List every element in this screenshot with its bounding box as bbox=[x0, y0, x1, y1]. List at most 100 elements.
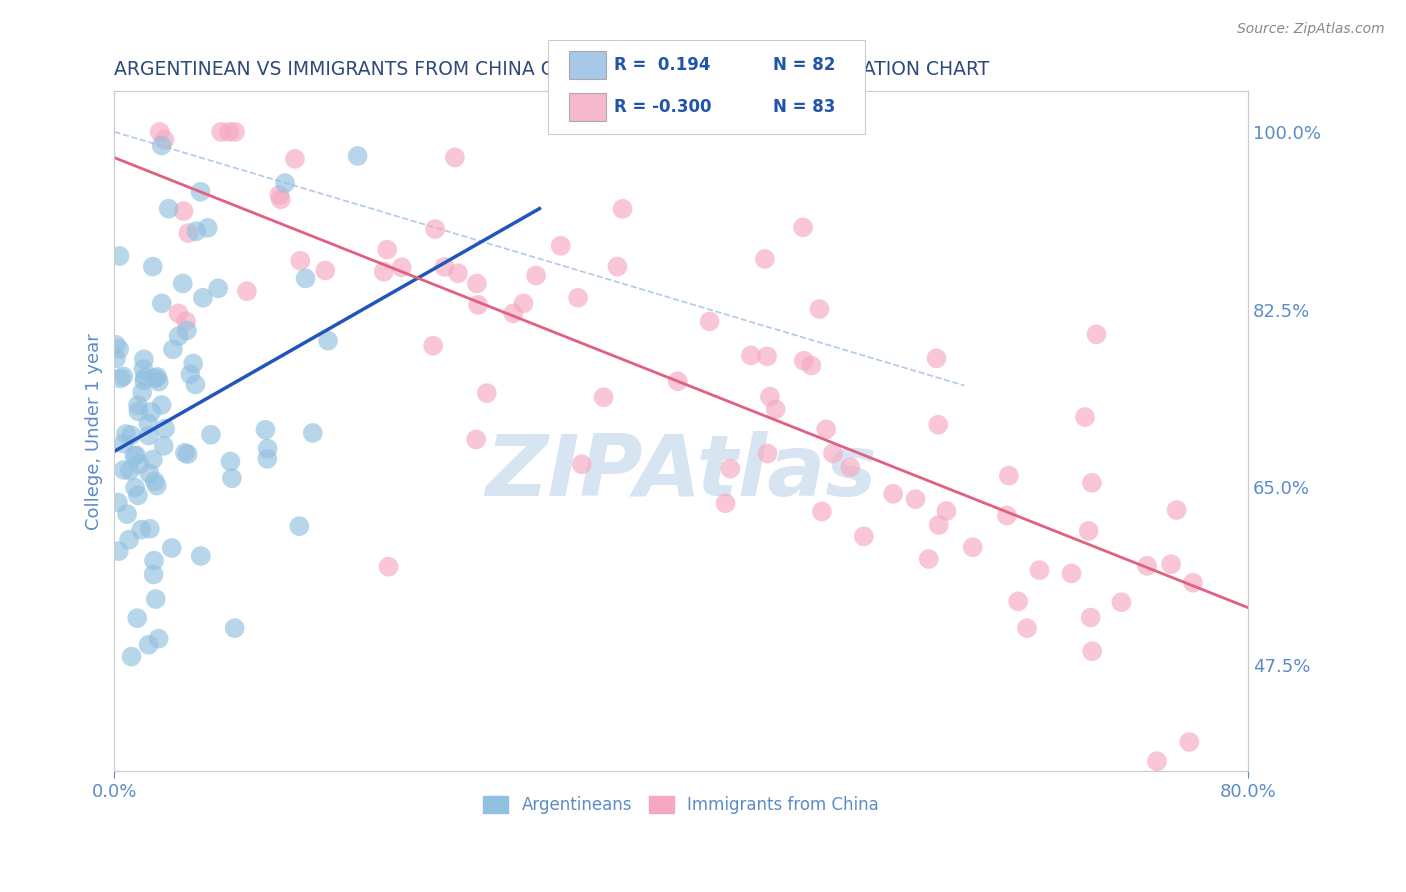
Point bbox=[224, 621, 246, 635]
Point bbox=[422, 339, 444, 353]
Point bbox=[174, 314, 197, 328]
Point bbox=[160, 541, 183, 555]
Point bbox=[1060, 566, 1083, 581]
Point bbox=[153, 421, 176, 435]
Point bbox=[190, 549, 212, 563]
Point bbox=[256, 451, 278, 466]
Point bbox=[756, 349, 779, 363]
Point bbox=[138, 428, 160, 442]
Point bbox=[918, 552, 941, 566]
Point bbox=[112, 436, 135, 450]
Point bbox=[179, 368, 201, 382]
Point bbox=[162, 343, 184, 357]
Point bbox=[181, 357, 204, 371]
Point bbox=[1111, 595, 1133, 609]
Point bbox=[467, 298, 489, 312]
Point bbox=[465, 433, 488, 447]
Text: N = 82: N = 82 bbox=[773, 56, 835, 74]
Point bbox=[699, 314, 721, 328]
Point bbox=[173, 204, 195, 219]
Point bbox=[935, 504, 957, 518]
Point bbox=[112, 463, 135, 477]
Point bbox=[475, 386, 498, 401]
Point bbox=[132, 374, 155, 388]
Point bbox=[134, 370, 156, 384]
Point bbox=[224, 125, 246, 139]
Point bbox=[139, 522, 162, 536]
Point bbox=[177, 226, 200, 240]
Point bbox=[714, 496, 737, 510]
Point bbox=[143, 371, 166, 385]
Point bbox=[1074, 410, 1097, 425]
Point bbox=[143, 554, 166, 568]
Point bbox=[269, 188, 291, 202]
Point bbox=[146, 370, 169, 384]
Point bbox=[1182, 575, 1205, 590]
Point bbox=[1080, 610, 1102, 624]
Point bbox=[142, 260, 165, 274]
Text: N = 83: N = 83 bbox=[773, 98, 835, 116]
Point bbox=[112, 369, 135, 384]
Point bbox=[571, 457, 593, 471]
Point bbox=[131, 385, 153, 400]
Point bbox=[197, 220, 219, 235]
Point bbox=[150, 398, 173, 412]
Point bbox=[821, 446, 844, 460]
Point bbox=[1136, 558, 1159, 573]
Point bbox=[314, 263, 336, 277]
Point bbox=[186, 224, 208, 238]
Point bbox=[143, 475, 166, 489]
Point bbox=[191, 291, 214, 305]
Point bbox=[118, 464, 141, 478]
Point bbox=[110, 371, 132, 385]
Point bbox=[142, 452, 165, 467]
Point bbox=[550, 239, 572, 253]
Point bbox=[962, 541, 984, 555]
Point bbox=[740, 348, 762, 362]
Point bbox=[666, 374, 689, 388]
Point bbox=[502, 306, 524, 320]
Point bbox=[124, 481, 146, 495]
Point bbox=[127, 611, 149, 625]
Point bbox=[346, 149, 368, 163]
Point bbox=[808, 301, 831, 316]
Point bbox=[236, 284, 259, 298]
Point bbox=[127, 398, 149, 412]
Point bbox=[184, 377, 207, 392]
Y-axis label: College, Under 1 year: College, Under 1 year bbox=[86, 333, 103, 530]
Point bbox=[925, 351, 948, 366]
Point bbox=[754, 252, 776, 266]
Point bbox=[128, 458, 150, 472]
Point bbox=[294, 271, 316, 285]
Point bbox=[148, 375, 170, 389]
Point bbox=[1166, 503, 1188, 517]
Point bbox=[174, 446, 197, 460]
Point bbox=[512, 296, 534, 310]
Point bbox=[138, 467, 160, 481]
Point bbox=[256, 442, 278, 456]
Point bbox=[1007, 594, 1029, 608]
Point bbox=[377, 559, 399, 574]
Point bbox=[1077, 524, 1099, 538]
Point bbox=[148, 632, 170, 646]
Point bbox=[132, 362, 155, 376]
Point bbox=[465, 277, 488, 291]
Point bbox=[105, 351, 128, 366]
Point bbox=[423, 222, 446, 236]
Point bbox=[995, 508, 1018, 523]
Point bbox=[792, 220, 814, 235]
Point bbox=[433, 260, 456, 274]
Point bbox=[146, 478, 169, 492]
Text: R = -0.300: R = -0.300 bbox=[614, 98, 711, 116]
Point bbox=[1085, 327, 1108, 342]
Point bbox=[157, 202, 180, 216]
Text: R =  0.194: R = 0.194 bbox=[614, 56, 711, 74]
Point bbox=[998, 468, 1021, 483]
Point bbox=[176, 447, 198, 461]
Point bbox=[288, 519, 311, 533]
Point bbox=[141, 405, 163, 419]
Point bbox=[167, 306, 190, 320]
Point bbox=[149, 125, 172, 139]
Point bbox=[219, 454, 242, 468]
Point bbox=[125, 449, 148, 463]
